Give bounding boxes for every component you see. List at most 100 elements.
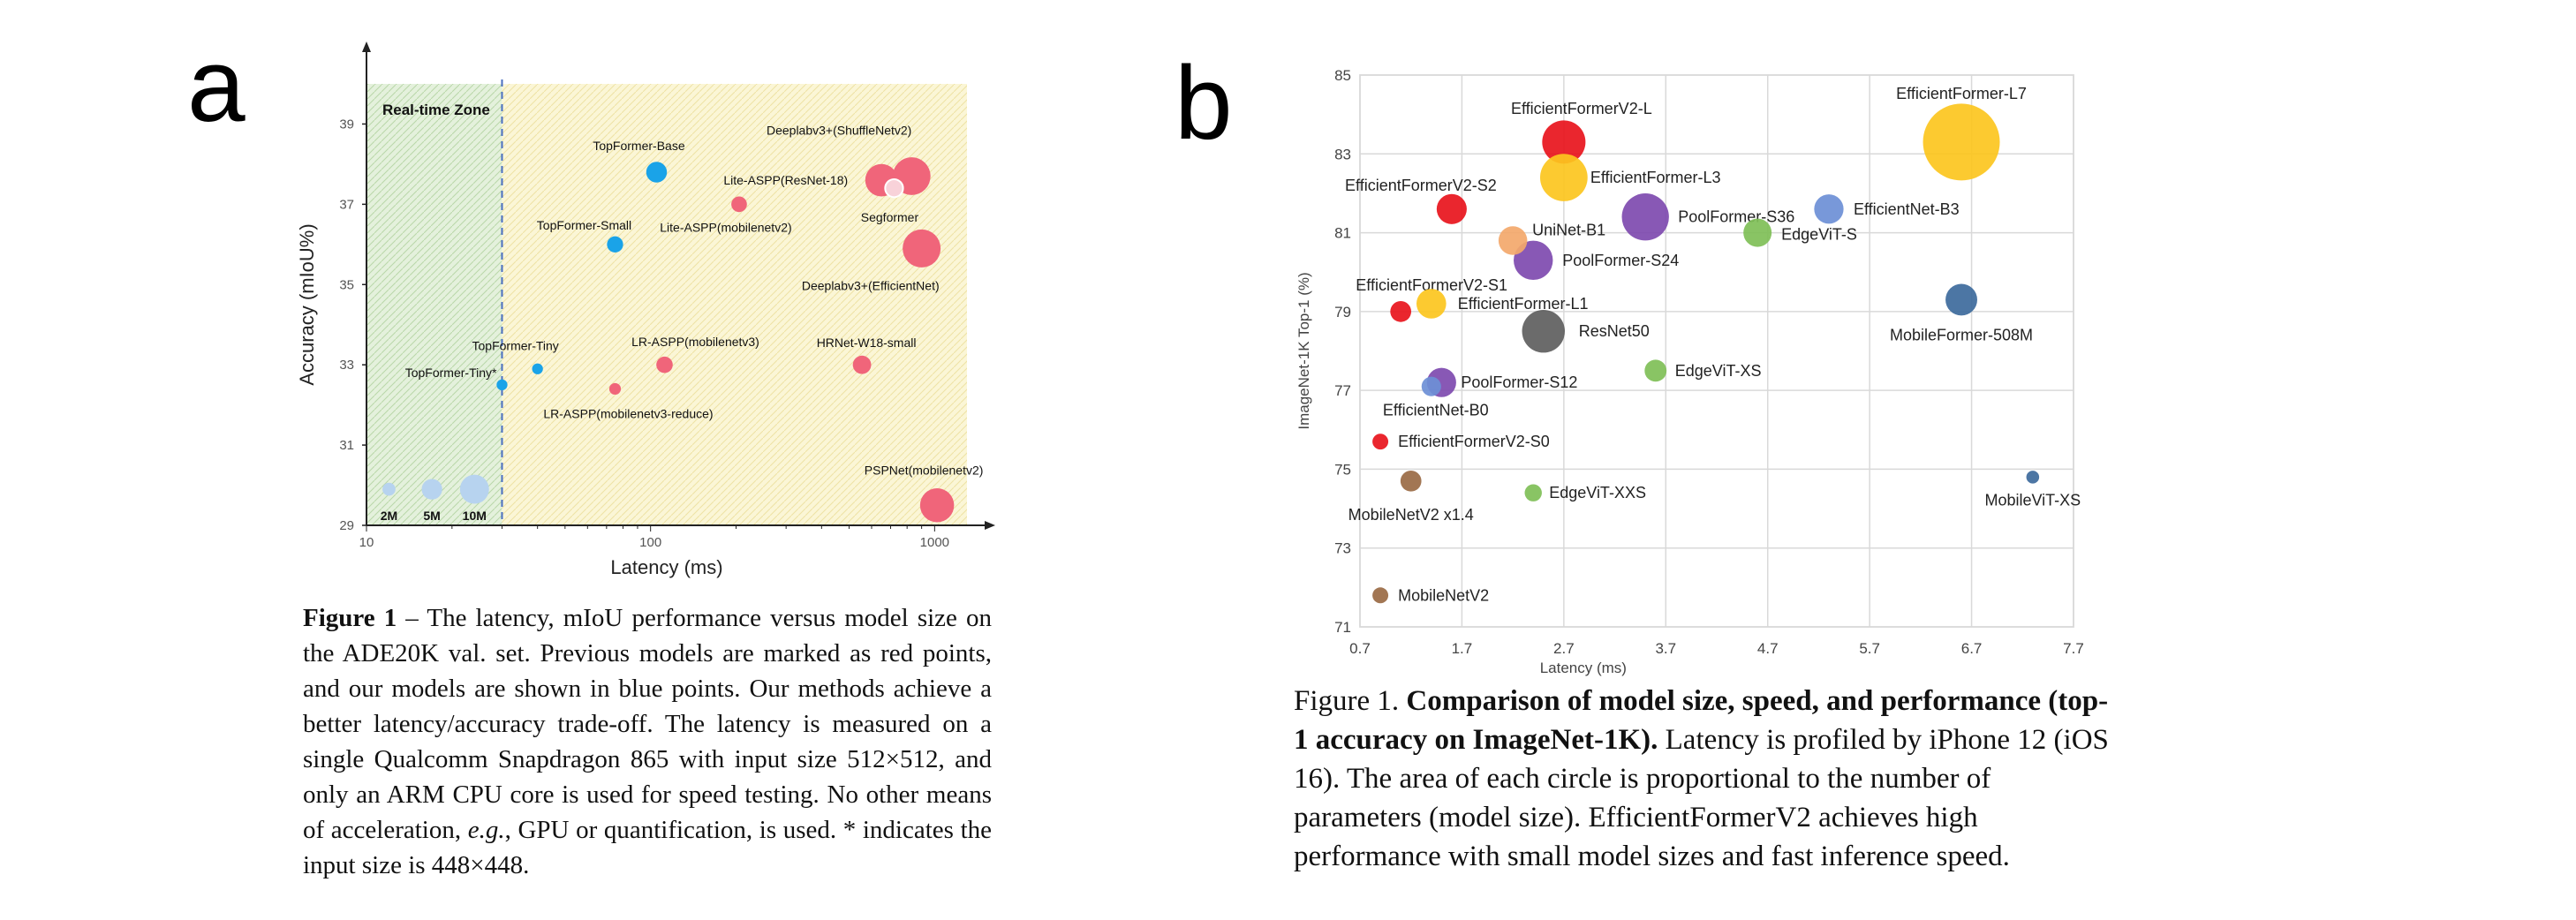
point-label-lite-aspp-resnet-18: Lite-ASPP(ResNet-18) [723, 173, 848, 187]
y-axis-arrow [362, 41, 371, 52]
x-tick-label: 10 [359, 535, 374, 550]
point-edgevit-xxs [1524, 484, 1542, 501]
zone-label: Real-time Zone [382, 102, 490, 118]
point-label-topformer-base: TopFormer-Base [593, 139, 684, 153]
point-segformer [884, 178, 904, 199]
point-label-deeplabv3-efficientnet: Deeplabv3+(EfficientNet) [802, 278, 940, 292]
point-hrnet-w18-small [852, 355, 872, 374]
point-label-mobilevit-xs: MobileViT-XS [1984, 491, 2081, 509]
y-tick-label: 33 [339, 358, 354, 373]
point-label-edgevit-s: EdgeViT-S [1781, 226, 1857, 244]
caption-b-bold: Comparison of model size, speed, and per… [1294, 685, 2109, 756]
point-label-lr-aspp-mobilenetv3-reduce: LR-ASPP(mobilenetv3-reduce) [543, 406, 713, 420]
point-topformer-base [646, 162, 668, 183]
panel-letter-b: b [1175, 45, 1233, 162]
point-efficientnet-b0 [1421, 376, 1441, 396]
point-label-efficientformerv2-s2: EfficientFormerV2-S2 [1345, 177, 1497, 194]
point-label-edgevit-xxs: EdgeViT-XXS [1549, 484, 1646, 501]
y-tick-label: 83 [1334, 146, 1351, 162]
y-tick-label: 77 [1334, 382, 1351, 399]
y-tick-label: 71 [1334, 619, 1351, 636]
y-tick-label: 85 [1334, 67, 1351, 84]
point-label-efficientnet-b3: EfficientNet-B3 [1854, 200, 1960, 218]
point-pspnet-mobilenetv2 [919, 488, 955, 523]
point-efficientformer-l1 [1416, 289, 1447, 319]
x-axis-label: Latency (ms) [1540, 660, 1627, 676]
point-label-topformer-tiny: TopFormer-Tiny* [405, 366, 497, 380]
point-topformer-tiny [532, 363, 543, 374]
y-tick-label: 39 [339, 117, 354, 132]
non-realtime-zone-area [502, 84, 967, 525]
chart-b: 71 73 75 77 79 81 83 85 0.7 1.7 2.7 3.7 4.7 5.7 6.7 7.7… [1296, 67, 2084, 676]
point-mobilevit-xs [2026, 471, 2040, 484]
point-label-efficientformer-l3: EfficientFormer-L3 [1590, 169, 1721, 186]
point-label-poolformer-s12: PoolFormer-S12 [1461, 373, 1577, 391]
x-tick-label: 4.7 [1757, 640, 1779, 657]
point-efficientnet-b3 [1814, 194, 1844, 224]
point-efficientformerv2-s1 [1390, 301, 1412, 322]
caption-a-text2: , GPU or quantification, is used. * indi… [303, 816, 992, 879]
y-tick-label: 81 [1334, 225, 1351, 242]
point-label-efficientformer-l1: EfficientFormer-L1 [1458, 295, 1589, 313]
point-label-lite-aspp-mobilenetv2: Lite-ASPP(mobilenetv2) [660, 220, 791, 234]
point-label-uninet-b1: UniNet-B1 [1532, 222, 1605, 239]
point-label-poolformer-s24: PoolFormer-S24 [1562, 252, 1679, 269]
point-label-topformer-small: TopFormer-Small [537, 218, 631, 232]
point-efficientformer-l7 [1923, 103, 2000, 181]
y-tick-label: 29 [339, 518, 354, 533]
point-label-resnet50: ResNet50 [1579, 322, 1650, 340]
point-label-mobilenetv2-x1-4: MobileNetV2 x1.4 [1348, 506, 1474, 524]
point-lr-aspp-mobilenetv3-reduce [608, 382, 622, 396]
point-efficientformerv2-l [1542, 120, 1586, 164]
size-legend-circle [382, 482, 396, 496]
x-tick-label: 3.7 [1655, 640, 1676, 657]
point-label-deeplabv3-shufflenetv2: Deeplabv3+(ShuffleNetv2) [767, 124, 911, 138]
x-tick-label: 1.7 [1452, 640, 1473, 657]
point-resnet50 [1522, 309, 1566, 353]
point-label-lr-aspp-mobilenetv3: LR-ASPP(mobilenetv3) [631, 335, 759, 349]
caption-b-text: Latency is profiled by iPhone 12 (iOS 16… [1294, 724, 2109, 872]
x-tick-label: 0.7 [1349, 640, 1371, 657]
size-legend-circle [421, 479, 442, 500]
point-label-efficientformerv2-s1: EfficientFormerV2-S1 [1356, 276, 1507, 294]
point-efficientformerv2-s0 [1372, 434, 1389, 450]
x-tick-label: 1000 [920, 535, 949, 550]
y-tick-label: 35 [339, 277, 354, 292]
x-tick-label: 6.7 [1961, 640, 1983, 657]
point-label-efficientformerv2-s0: EfficientFormerV2-S0 [1398, 433, 1550, 450]
point-label-topformer-tiny: TopFormer-Tiny [472, 339, 559, 353]
point-topformer-small [607, 236, 623, 253]
point-lr-aspp-mobilenetv3 [656, 356, 673, 373]
point-efficientformer-l3 [1540, 154, 1588, 201]
point-edgevit-s [1743, 218, 1772, 247]
y-axis-label: Accuracy (mIoU%) [296, 223, 318, 385]
caption-b-label: Figure 1. [1294, 685, 1407, 717]
point-label-poolformer-s36: PoolFormer-S36 [1678, 208, 1794, 226]
realtime-zone-area [366, 84, 502, 525]
y-axis-label: ImageNet-1K Top-1 (%) [1296, 272, 1312, 429]
x-tick-label: 5.7 [1859, 640, 1880, 657]
point-lite-aspp-mobilenetv2 [731, 196, 747, 213]
point-label-edgevit-xs: EdgeViT-XS [1675, 362, 1762, 380]
point-label-mobileformer-508m: MobileFormer-508M [1890, 326, 2033, 343]
chart-a: Real-time Zone 29 31 33 35 37 39 10 100 1000 Laten… [296, 41, 995, 578]
y-tick-label: 73 [1334, 540, 1351, 557]
caption-a-text: – The latency, mIoU performance versus m… [303, 604, 992, 844]
size-legend-circle [459, 474, 489, 504]
point-label-efficientnet-b0: EfficientNet-B0 [1383, 402, 1489, 419]
point-label-efficientformerv2-l: EfficientFormerV2-L [1511, 100, 1652, 117]
y-tick-label: 31 [339, 438, 354, 453]
x-tick-label: 7.7 [2063, 640, 2084, 657]
point-poolformer-s24 [1514, 240, 1553, 281]
x-tick-label: 100 [639, 535, 661, 550]
size-legend-label: 10M [463, 509, 487, 523]
x-axis-label: Latency (ms) [610, 556, 722, 578]
point-label-mobilenetv2: MobileNetV2 [1398, 586, 1489, 604]
x-axis-arrow [985, 521, 995, 530]
y-tick-label: 75 [1334, 461, 1351, 478]
y-tick-label: 79 [1334, 304, 1351, 320]
point-label-hrnet-w18-small: HRNet-W18-small [817, 336, 917, 350]
point-efficientformerv2-s2 [1436, 193, 1467, 224]
caption-a-eg: e.g. [467, 816, 505, 844]
panel-letter-a: a [187, 27, 246, 144]
